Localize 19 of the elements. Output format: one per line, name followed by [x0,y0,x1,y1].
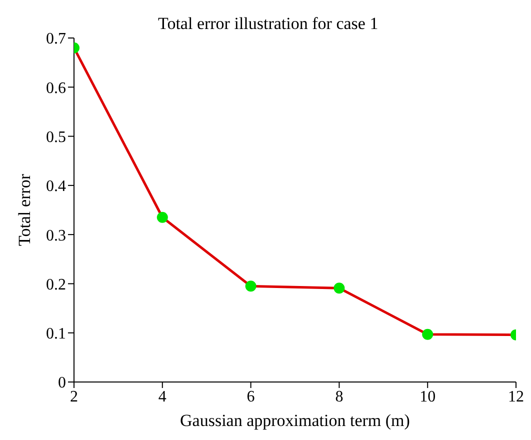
chart-title: Total error illustration for case 1 [158,14,378,34]
y-tick-label: 0.2 [46,276,66,294]
x-tick-label: 10 [420,388,436,406]
x-axis-title: Gaussian approximation term (m) [180,411,410,430]
y-tick-label: 0 [58,374,66,392]
x-tick-label: 12 [508,388,524,406]
x-tick-label: 8 [335,388,344,406]
y-tick-label: 0.6 [46,80,66,97]
point [245,280,256,292]
y-tick-label: 0.4 [46,178,66,196]
y-tick-label: 0.1 [46,326,66,343]
x-tick-label: 2 [70,388,78,406]
y-tick-label: 0.7 [46,30,66,48]
y-tick-label: 0.5 [46,128,66,146]
y-axis-title: Total error [15,174,34,246]
point [334,282,345,294]
y-tick-label: 0.3 [46,227,66,244]
x-tick-label: 4 [158,388,166,406]
x-tick-label: 6 [246,388,255,406]
